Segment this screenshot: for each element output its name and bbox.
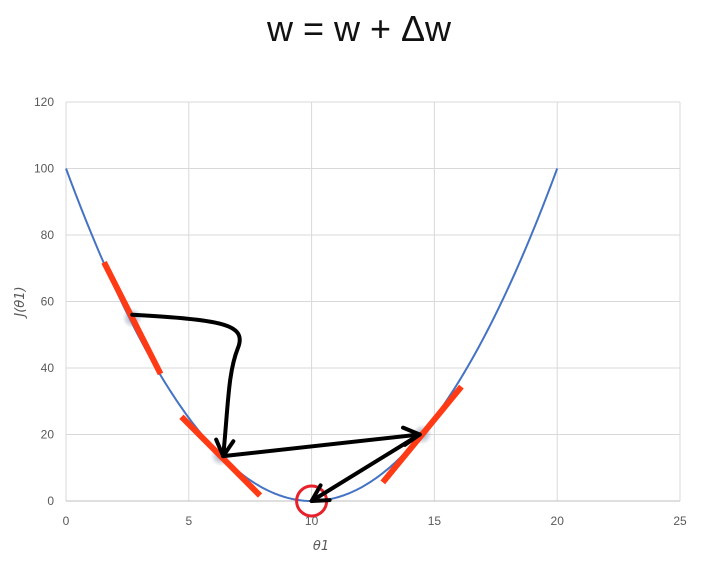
x-tick-label: 20 [551,514,565,528]
y-tick-label: 100 [34,162,54,176]
x-tick-label: 5 [185,514,192,528]
arrow-layer [130,312,422,503]
step-arrow [130,312,242,459]
y-tick-label: 60 [41,295,55,309]
tangent-line [179,414,263,498]
x-tick-label: 0 [63,514,70,528]
step-arrow [221,432,422,459]
y-tick-label: 0 [47,494,54,508]
arrow-head [309,483,332,503]
tangent-line [380,384,464,485]
x-tick-label: 25 [673,514,687,528]
x-axis-label: θ1 [313,539,329,554]
y-axis-label: J(θ1) [13,286,28,319]
step-arrow [309,432,422,503]
y-tick-label: 80 [41,228,55,242]
x-tick-label: 15 [428,514,442,528]
grid [65,101,681,502]
y-tick-label: 20 [41,428,55,442]
tangent-layer [101,260,464,518]
y-tick-label: 40 [41,361,55,375]
tick-labels: 0 5 10 15 20 25 0 20 40 60 80 100 120 [34,95,687,528]
tangent-line [101,260,164,376]
chart-title: w = w + Δw [266,8,452,49]
y-tick-label: 120 [34,95,54,109]
x-tick-label: 10 [305,514,319,528]
